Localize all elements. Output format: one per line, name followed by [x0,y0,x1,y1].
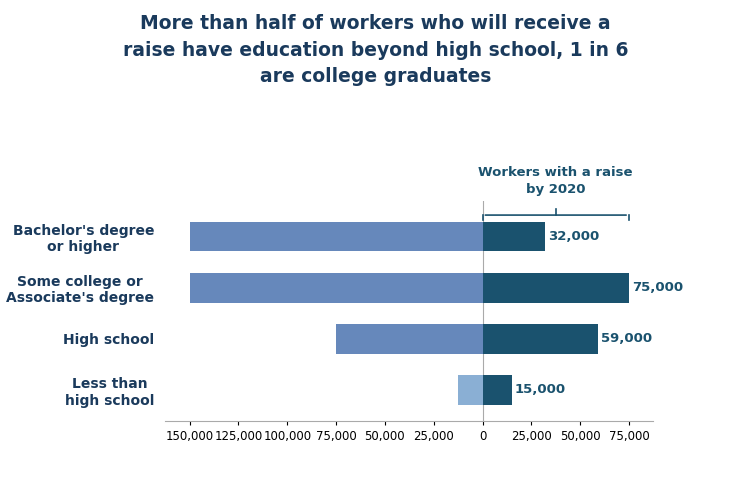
Bar [458,375,483,405]
Bar [483,222,545,251]
Bar [483,375,512,405]
Text: Workers with a raise
by 2020: Workers with a raise by 2020 [478,166,633,196]
Text: 75,000: 75,000 [632,281,683,294]
Text: More than half of workers who will receive a
raise have education beyond high sc: More than half of workers who will recei… [122,14,629,87]
Bar [190,273,483,303]
Text: 15,000: 15,000 [514,383,566,396]
Text: 59,000: 59,000 [601,332,652,345]
Bar [483,324,598,354]
Bar [336,324,483,354]
Text: 32,000: 32,000 [548,230,599,243]
Bar [483,273,629,303]
Bar [190,222,483,251]
